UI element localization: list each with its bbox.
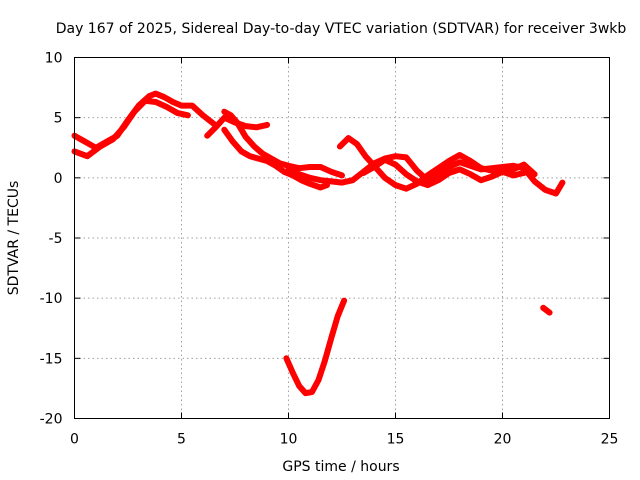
series-track-4 <box>221 126 330 191</box>
y-tick-label: -15 <box>40 351 63 367</box>
axis-ticks: 0 5 10 15 20 25 10 5 0 -5 -10 -15 -20 <box>40 51 619 448</box>
x-tick-label: 20 <box>494 432 512 448</box>
data-series <box>71 90 566 397</box>
y-tick-label: 5 <box>54 111 63 127</box>
y-tick-label: -20 <box>40 412 63 428</box>
x-tick-label: 25 <box>601 432 619 448</box>
x-axis-title: GPS time / hours <box>282 459 399 475</box>
series-track-10 <box>540 304 553 316</box>
chart-title: Day 167 of 2025, Sidereal Day-to-day VTE… <box>56 21 627 37</box>
y-tick-label: -10 <box>40 291 63 307</box>
y-tick-label: 10 <box>45 51 63 67</box>
x-tick-label: 5 <box>177 432 186 448</box>
series-track-9 <box>283 297 348 397</box>
series-track-5 <box>204 114 271 139</box>
series-track-2 <box>71 97 191 160</box>
x-tick-label: 0 <box>70 432 79 448</box>
y-axis-title: SDTVAR / TECUs <box>6 181 22 296</box>
y-tick-label: -5 <box>49 231 63 247</box>
series-track-8 <box>360 156 527 189</box>
x-tick-label: 15 <box>387 432 405 448</box>
y-tick-label: 0 <box>54 171 63 187</box>
x-tick-label: 10 <box>280 432 298 448</box>
grid <box>74 57 610 419</box>
